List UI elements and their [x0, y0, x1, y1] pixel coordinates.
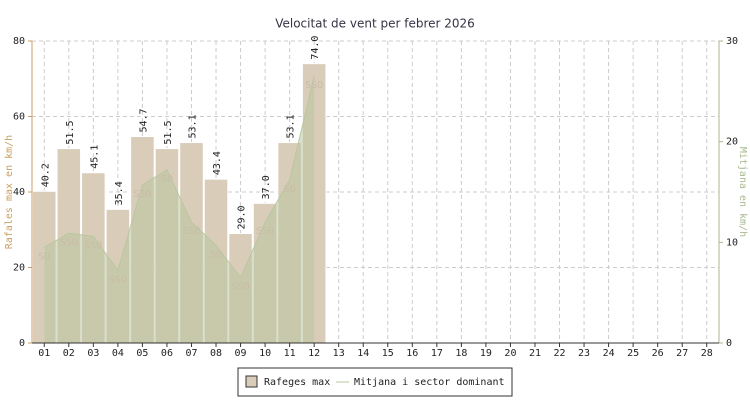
x-tick-label: 28: [701, 348, 713, 359]
y2-tick-label: 30: [726, 36, 738, 47]
x-tick-label: 25: [627, 348, 639, 359]
sector-label: SSO: [60, 237, 78, 248]
x-tick-label: 27: [676, 348, 688, 359]
x-tick-label: 07: [185, 348, 197, 359]
sector-label: SSO: [305, 80, 323, 91]
x-tick-label: 18: [455, 348, 467, 359]
y-tick-label: 0: [19, 338, 25, 349]
x-tick-label: 22: [553, 348, 565, 359]
x-tick-label: 26: [652, 348, 664, 359]
y-tick-label: 80: [13, 36, 25, 47]
sector-label: SSO: [256, 226, 274, 237]
sector-label: SO: [38, 251, 50, 262]
x-tick-label: 01: [38, 348, 50, 359]
x-tick-label: 03: [87, 348, 99, 359]
y2-tick-label: 0: [726, 338, 732, 349]
chart-title: Velocitat de vent per febrer 2026: [275, 17, 475, 31]
sector-label: SSO: [84, 240, 102, 251]
x-tick-label: 23: [578, 348, 590, 359]
x-tick-label: 13: [333, 348, 345, 359]
legend-box: [237, 367, 513, 397]
value-label: 45.1: [89, 145, 100, 169]
x-tick-label: 16: [406, 348, 418, 359]
value-label: 51.5: [163, 120, 174, 144]
sector-label: SSO: [133, 189, 151, 200]
legend-key-bar: [245, 375, 258, 388]
value-label: 51.5: [65, 120, 76, 144]
sector-label: SSO: [232, 282, 250, 293]
value-label: 74.0: [310, 36, 321, 60]
value-label: 37.0: [261, 175, 272, 199]
sector-label: SO: [210, 249, 222, 260]
sector-label: SSO: [109, 275, 127, 286]
legend-label: Mitjana i sector dominant: [354, 377, 505, 388]
x-tick-label: 09: [235, 348, 247, 359]
y-tick-label: 60: [13, 112, 25, 123]
area: [44, 76, 315, 343]
y2-axis-label: Mitjana en km/h: [737, 147, 748, 237]
y-axis-label: Rafales max en km/h: [4, 135, 15, 249]
x-tick-label: 11: [284, 348, 296, 359]
line: [44, 76, 315, 279]
x-tick-label: 02: [63, 348, 75, 359]
legend-label: Rafeges max: [264, 377, 330, 388]
value-label: 35.4: [114, 181, 125, 205]
value-label: 29.0: [237, 205, 248, 229]
x-tick-label: 19: [480, 348, 492, 359]
y2-tick-label: 20: [726, 137, 738, 148]
x-tick-label: 15: [382, 348, 394, 359]
x-tick-label: 04: [112, 348, 124, 359]
x-tick-label: 06: [161, 348, 173, 359]
x-tick-label: 12: [308, 348, 320, 359]
value-label: 54.7: [138, 108, 149, 132]
x-tick-label: 20: [504, 348, 516, 359]
x-tick-label: 05: [136, 348, 148, 359]
x-tick-label: 10: [259, 348, 271, 359]
x-tick-label: 17: [431, 348, 443, 359]
value-label: 53.1: [286, 114, 297, 138]
x-tick-label: 24: [603, 348, 615, 359]
value-label: 40.2: [40, 163, 51, 187]
sector-label: SO: [284, 184, 296, 195]
value-label: 53.1: [187, 114, 198, 138]
sector-label: SO: [161, 174, 173, 185]
x-tick-label: 14: [357, 348, 369, 359]
y-tick-label: 40: [13, 187, 25, 198]
y-tick-label: 20: [13, 263, 25, 274]
sector-label: SSO: [182, 226, 200, 237]
y2-tick-label: 10: [726, 237, 738, 248]
x-tick-label: 08: [210, 348, 222, 359]
x-tick-label: 21: [529, 348, 541, 359]
value-label: 43.4: [212, 151, 223, 175]
